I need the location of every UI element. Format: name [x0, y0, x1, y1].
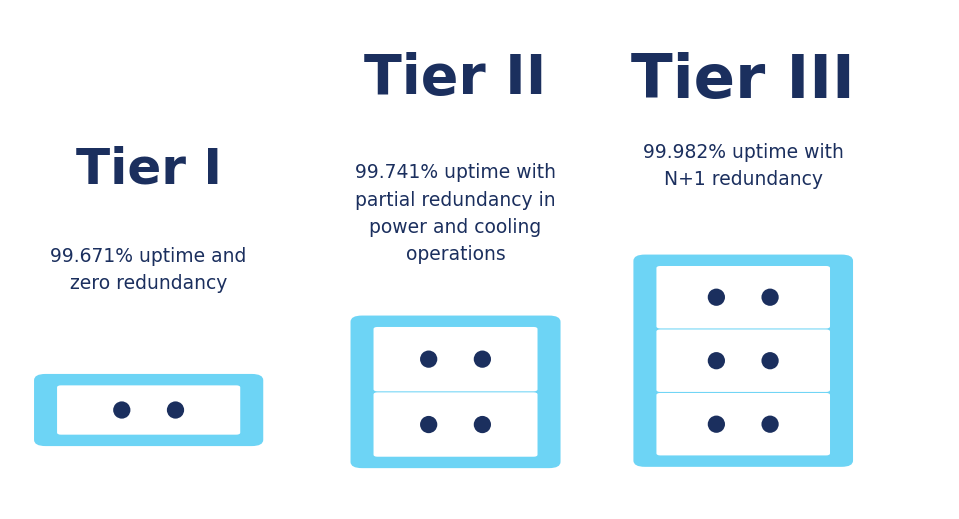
FancyBboxPatch shape — [35, 374, 263, 446]
Text: Tier III: Tier III — [631, 52, 855, 111]
FancyBboxPatch shape — [633, 254, 854, 467]
FancyBboxPatch shape — [373, 392, 537, 457]
Ellipse shape — [708, 416, 725, 433]
Ellipse shape — [167, 401, 184, 419]
FancyBboxPatch shape — [657, 266, 830, 329]
FancyBboxPatch shape — [657, 330, 830, 392]
FancyBboxPatch shape — [373, 327, 537, 391]
FancyBboxPatch shape — [350, 316, 560, 468]
Text: 99.671% uptime and
zero redundancy: 99.671% uptime and zero redundancy — [51, 247, 246, 293]
Ellipse shape — [708, 289, 725, 306]
Ellipse shape — [474, 350, 491, 368]
Ellipse shape — [474, 416, 491, 433]
Ellipse shape — [761, 352, 779, 370]
Ellipse shape — [420, 416, 437, 433]
Ellipse shape — [761, 289, 779, 306]
FancyBboxPatch shape — [58, 385, 240, 435]
Text: 99.982% uptime with
N+1 redundancy: 99.982% uptime with N+1 redundancy — [643, 143, 844, 189]
Ellipse shape — [761, 416, 779, 433]
Text: Tier II: Tier II — [364, 52, 547, 106]
Ellipse shape — [113, 401, 130, 419]
Text: 99.741% uptime with
partial redundancy in
power and cooling
operations: 99.741% uptime with partial redundancy i… — [355, 163, 556, 264]
Ellipse shape — [420, 350, 437, 368]
Ellipse shape — [708, 352, 725, 370]
FancyBboxPatch shape — [657, 393, 830, 456]
Text: Tier I: Tier I — [76, 145, 222, 193]
